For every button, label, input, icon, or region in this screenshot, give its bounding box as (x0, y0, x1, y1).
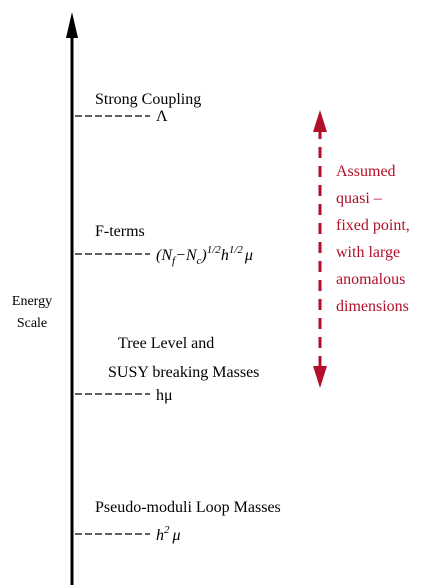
axis-label: Scale (17, 316, 47, 331)
range-arrowhead (313, 366, 327, 388)
level-scale: h2 μ (156, 524, 181, 544)
annotation: with large (336, 244, 400, 261)
formula-part: h (221, 247, 229, 264)
axis-arrowhead (66, 12, 78, 38)
annotation: quasi – (336, 190, 383, 207)
level-scale: hμ (156, 387, 173, 404)
formula-part: 2 (164, 524, 170, 536)
formula-part: c (197, 255, 202, 267)
annotation: dimensions (336, 298, 409, 315)
formula-part: μ (244, 247, 253, 264)
formula-part: −N (175, 247, 198, 264)
level-label: SUSY breaking Masses (108, 364, 259, 381)
annotation: Assumed (336, 163, 396, 180)
formula-part: h (156, 527, 164, 544)
formula-part: 1/2 (207, 244, 222, 256)
formula-part: f (172, 255, 177, 267)
level-scale: (Nf−Nc)1/2h1/2 μ (156, 244, 253, 267)
level-scale: Λ (156, 108, 168, 125)
formula-part: 1/2 (229, 244, 244, 256)
level-label: Tree Level and (118, 335, 214, 352)
level-label: Strong Coupling (95, 91, 201, 108)
annotation: fixed point, (336, 217, 410, 234)
level-label: Pseudo-moduli Loop Masses (95, 499, 281, 516)
axis-label: Energy (12, 294, 52, 309)
formula-part: (N (156, 247, 173, 264)
level-label: F-terms (95, 223, 145, 240)
range-arrowhead (313, 110, 327, 132)
annotation: anomalous (336, 271, 405, 288)
formula-part: μ (172, 527, 181, 544)
formula-part: ) (200, 247, 206, 264)
